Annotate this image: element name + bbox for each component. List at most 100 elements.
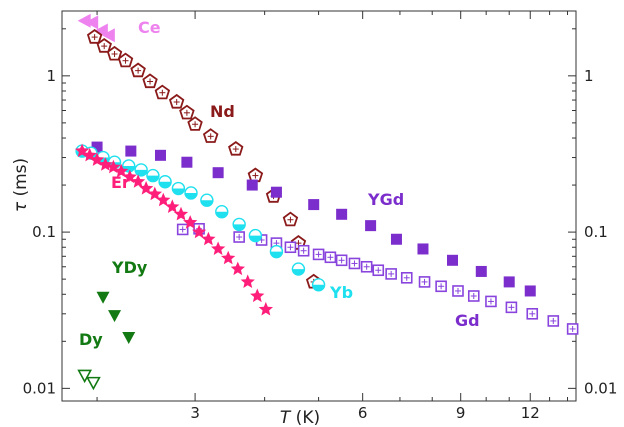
series-er-point (139, 181, 154, 195)
series-ydy-point (122, 332, 136, 345)
y-tick-label: 1 (46, 67, 56, 85)
series-dy-point (86, 376, 101, 391)
series-gd-point (505, 301, 518, 314)
series-dy-point (77, 369, 93, 384)
axis-ticks: 3 6 9 12 0.01 0.01 0.1 0.1 1 1 (23, 11, 617, 422)
series-yb-point (232, 217, 246, 232)
series-er-point (250, 288, 265, 303)
series-ygd-point (212, 167, 224, 179)
series-ygd-point (270, 186, 282, 198)
series-er-point (230, 261, 245, 276)
series-ygd-point (365, 220, 377, 232)
series-yb-point (200, 193, 214, 207)
series-yb-point (184, 186, 198, 200)
series-yb-point (269, 244, 284, 259)
series-nd-point (228, 140, 244, 156)
series-er-point (114, 163, 129, 178)
y-tick-label: 0.1 (32, 223, 56, 241)
series-er-point (98, 157, 113, 171)
data-marks (75, 13, 579, 391)
series-yb-point (291, 262, 306, 276)
x-tick-label: 3 (190, 404, 200, 422)
series-yb-point (171, 181, 186, 196)
series-gd-point (284, 241, 297, 254)
x-tick-label: 12 (521, 404, 540, 422)
label-gd: Gd (455, 311, 480, 330)
series-er-point (147, 186, 162, 201)
series-er-point (201, 231, 216, 246)
series-yb-point (215, 205, 229, 219)
series-ygd-point (308, 199, 320, 211)
series-gd-point (324, 251, 337, 264)
series-labels: Ce Nd Er YGd Yb Gd YDy Dy (79, 18, 480, 349)
series-ygd-point (524, 285, 536, 297)
x-tick-label: 6 (358, 404, 368, 422)
label-er: Er (111, 173, 130, 192)
series-gd-point (452, 285, 464, 297)
series-nd-point (130, 62, 146, 78)
series-yb-point (311, 278, 326, 292)
series-gd-point (312, 248, 325, 261)
series-gd-point (360, 260, 373, 273)
series-er-point (240, 274, 255, 288)
series-ydy (96, 291, 136, 345)
series-yb-point (134, 163, 148, 177)
series-er-point (106, 159, 121, 174)
series-ygd-point (475, 265, 487, 277)
x-axis-label: T (K) (280, 408, 320, 427)
series-nd-point (282, 211, 299, 227)
series-er-point (165, 199, 180, 213)
series-gd-point (400, 271, 413, 284)
series-nd-point (96, 37, 112, 53)
series-gd-point (435, 280, 447, 293)
series-nd-point (202, 128, 219, 143)
series-nd-point (117, 52, 134, 68)
series-gd-point (372, 264, 385, 277)
series-er-point (183, 215, 198, 229)
y-tick-label: 0.01 (23, 379, 56, 397)
series-ygd-point (447, 254, 458, 266)
series-gd-point (385, 268, 397, 280)
series-er-point (192, 224, 207, 239)
series-nd-point (86, 28, 103, 44)
series-er-point (156, 192, 171, 207)
label-yb: Yb (329, 283, 353, 302)
series-dy (77, 369, 101, 391)
series-gd-point (485, 295, 497, 308)
series-nd-point (187, 116, 203, 131)
series-nd-point (247, 167, 264, 183)
series-ygd-point (390, 233, 402, 245)
series-gd-point (335, 254, 348, 267)
series-gd-point (297, 244, 310, 257)
label-ydy: YDy (111, 258, 148, 277)
x-tick-label: 9 (456, 404, 466, 422)
series-er (75, 143, 273, 316)
series-yb-point (248, 228, 263, 243)
series-yb-point (158, 175, 172, 189)
series-ygd-point (91, 141, 103, 153)
label-dy: Dy (79, 330, 103, 349)
series-ce-point (85, 15, 99, 30)
series-ygd-point (246, 179, 258, 191)
series-ce-point (77, 13, 91, 28)
series-ydy-point (96, 291, 110, 304)
y-tick-label-right: 1 (584, 67, 594, 85)
series-gd-point (566, 323, 579, 335)
series-nd-point (179, 104, 195, 120)
series-ygd-point (417, 243, 429, 255)
series-gd (176, 222, 579, 335)
series-nd-point (106, 45, 123, 61)
series-ygd-point (336, 208, 348, 220)
series-er-point (211, 241, 226, 255)
series-er-point (221, 250, 236, 265)
series-ygd-point (503, 276, 515, 288)
series-ygd (91, 141, 536, 297)
series-nd-point (168, 93, 185, 109)
y-tick-label-right: 0.1 (584, 223, 608, 241)
y-tick-label-right: 0.01 (584, 379, 617, 397)
series-er-point (258, 301, 273, 316)
series-ydy-point (108, 310, 122, 323)
label-nd: Nd (210, 102, 235, 121)
series-gd-point (526, 308, 539, 320)
